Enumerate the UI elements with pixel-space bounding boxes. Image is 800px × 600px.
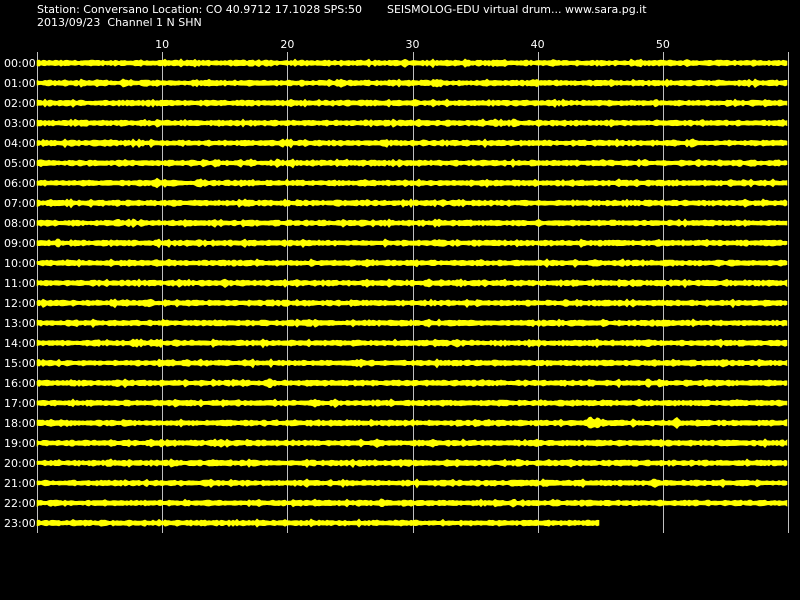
hour-label: 17:00 — [4, 397, 36, 410]
trace-layer — [36, 58, 788, 528]
seismic-trace-1400 — [36, 338, 788, 349]
seismic-trace-2000 — [36, 458, 788, 469]
minute-tick-labels: 10 20 30 40 50 — [155, 38, 670, 51]
hour-label: 19:00 — [4, 437, 36, 450]
hour-label: 18:00 — [4, 417, 36, 430]
seismic-trace-0800 — [36, 218, 788, 228]
hour-label: 08:00 — [4, 217, 36, 230]
hour-label: 21:00 — [4, 477, 36, 490]
hour-label: 06:00 — [4, 177, 36, 190]
seismic-trace-0000 — [36, 58, 788, 69]
hour-label: 12:00 — [4, 297, 36, 310]
hour-label: 23:00 — [4, 517, 36, 530]
hour-label: 09:00 — [4, 237, 36, 250]
seismic-trace-1100 — [36, 278, 788, 289]
seismic-trace-1700 — [36, 398, 788, 409]
x-tick-label: 30 — [406, 38, 420, 51]
hour-label: 20:00 — [4, 457, 36, 470]
hour-label: 03:00 — [4, 117, 36, 130]
seismic-trace-0100 — [36, 78, 788, 89]
hour-label: 22:00 — [4, 497, 36, 510]
hour-label: 16:00 — [4, 377, 36, 390]
hour-label: 15:00 — [4, 357, 36, 370]
seismic-trace-1500 — [36, 358, 788, 369]
seismic-trace-1600 — [36, 378, 788, 389]
seismic-trace-2100 — [36, 478, 788, 489]
seismic-trace-0900 — [36, 238, 788, 249]
station-info: Station: Conversano Location: CO 40.9712… — [37, 3, 362, 16]
seismic-trace-0500 — [36, 158, 788, 169]
hour-label: 00:00 — [4, 57, 36, 70]
hour-label: 05:00 — [4, 157, 36, 170]
hour-label: 02:00 — [4, 97, 36, 110]
seismic-trace-0200 — [36, 98, 788, 108]
seismic-trace-1300 — [36, 318, 788, 328]
hour-labels: 00:00 01:00 02:00 03:00 04:00 05:00 06:00 07:00… — [4, 57, 36, 530]
hour-label: 01:00 — [4, 77, 36, 90]
hour-label: 11:00 — [4, 277, 36, 290]
hour-label: 13:00 — [4, 317, 36, 330]
x-tick-label: 50 — [656, 38, 670, 51]
hour-label: 04:00 — [4, 137, 36, 150]
seismic-trace-1200 — [36, 298, 788, 309]
hour-label: 14:00 — [4, 337, 36, 350]
seismic-trace-1800 — [36, 416, 788, 430]
seismic-trace-0700 — [36, 198, 788, 209]
hour-label: 07:00 — [4, 197, 36, 210]
hour-label: 10:00 — [4, 257, 36, 270]
seismic-trace-2300 — [36, 518, 600, 528]
date-channel-info: 2013/09/23 Channel 1 N SHN — [37, 16, 202, 29]
seismic-trace-0600 — [36, 177, 788, 189]
seismic-trace-1000 — [36, 258, 788, 268]
grid-layer — [37, 52, 789, 533]
x-tick-label: 40 — [531, 38, 545, 51]
seismic-trace-0300 — [36, 118, 788, 128]
seismic-trace-2200 — [36, 498, 788, 508]
drum-title: SEISMOLOG-EDU virtual drum... www.sara.p… — [387, 3, 647, 16]
seismic-trace-1900 — [36, 438, 788, 448]
x-tick-label: 20 — [280, 38, 294, 51]
x-tick-label: 10 — [155, 38, 169, 51]
seismic-trace-0400 — [36, 138, 788, 149]
